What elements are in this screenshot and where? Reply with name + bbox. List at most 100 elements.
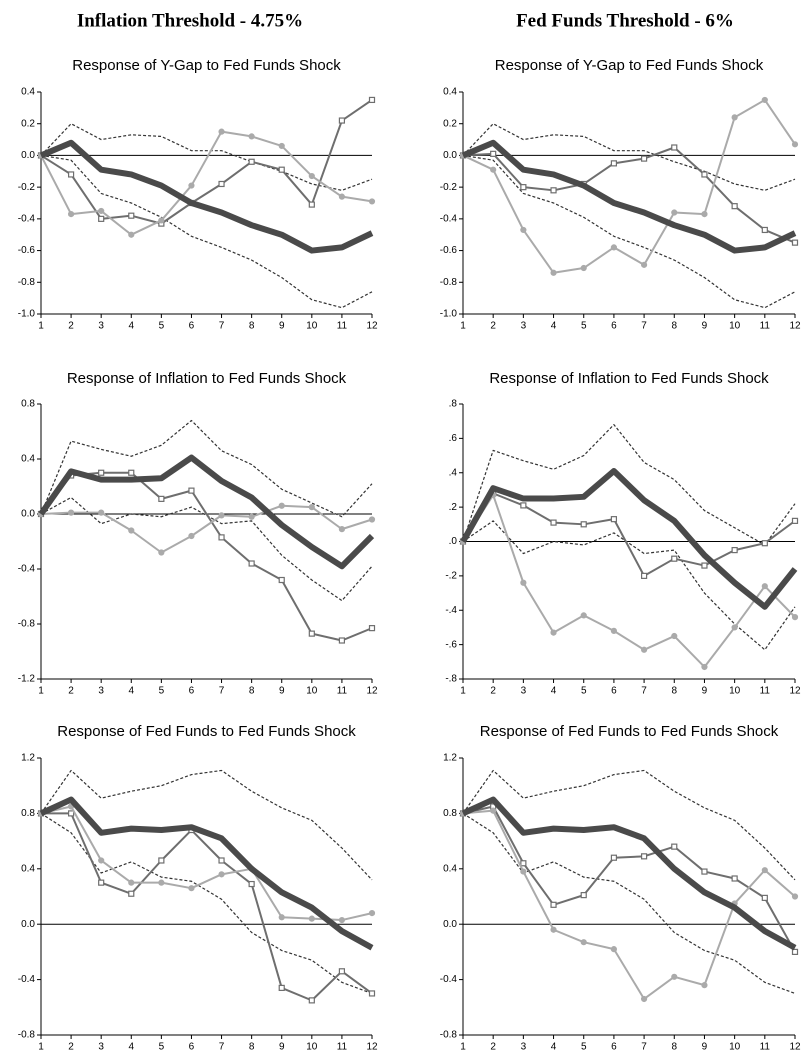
marker (368, 990, 376, 997)
x-tick-label: 8 (249, 686, 255, 697)
series-line (462, 98, 796, 274)
marker (248, 560, 255, 567)
x-tick-label: 2 (490, 686, 496, 697)
series-line (40, 130, 373, 236)
x-tick-label: 7 (641, 686, 647, 697)
marker (671, 209, 678, 216)
marker (128, 890, 135, 897)
y-tick-label: 1.2 (21, 753, 35, 764)
x-tick-label: 3 (98, 321, 104, 332)
marker (610, 854, 618, 861)
y-tick-label: -0.4 (18, 213, 36, 224)
y-tick-label: 0.4 (443, 863, 457, 874)
series-line (462, 520, 796, 651)
x-tick-label: 11 (337, 686, 348, 697)
marker (128, 231, 135, 238)
x-tick-label: 10 (306, 686, 318, 697)
marker (218, 857, 225, 864)
marker (580, 939, 587, 946)
marker (520, 579, 527, 586)
x-tick-label: 9 (279, 321, 285, 332)
marker (368, 625, 376, 632)
marker (158, 217, 165, 224)
marker (731, 624, 738, 631)
x-tick-label: 8 (671, 686, 677, 697)
marker (701, 982, 708, 989)
marker (188, 885, 195, 892)
x-tick-label: 1 (460, 1042, 466, 1053)
marker (368, 96, 376, 104)
y-tick-label: -0.8 (18, 1030, 36, 1041)
x-tick-label: 9 (702, 321, 708, 332)
marker (550, 187, 557, 194)
x-tick-label: 9 (279, 1042, 285, 1053)
y-tick-label: 0.0 (443, 150, 457, 161)
marker (701, 562, 708, 569)
marker (731, 546, 738, 554)
marker (550, 629, 557, 636)
marker (98, 215, 105, 222)
x-tick-label: 3 (98, 686, 104, 697)
marker (640, 853, 648, 860)
marker (520, 502, 527, 509)
chart-title: Response of Y-Gap to Fed Funds Shock (72, 57, 341, 74)
marker (218, 871, 225, 878)
marker (308, 997, 315, 1004)
chart-title: Response of Y-Gap to Fed Funds Shock (495, 57, 764, 74)
y-tick-label: 0.4 (21, 863, 35, 874)
marker (490, 807, 497, 814)
x-tick-label: 5 (159, 1042, 165, 1053)
marker (308, 201, 315, 208)
marker (278, 984, 285, 992)
marker (308, 172, 315, 180)
marker (158, 495, 165, 502)
x-tick-label: 1 (460, 321, 466, 332)
marker (188, 182, 195, 189)
marker (701, 663, 708, 671)
series-line (462, 769, 796, 881)
column-title: Inflation Threshold - 4.75% (77, 10, 303, 31)
marker (218, 180, 225, 188)
chart-title: Response of Fed Funds to Fed Funds Shock (480, 723, 779, 740)
y-tick-label: .2 (449, 502, 458, 513)
marker (278, 142, 285, 150)
x-tick-label: 8 (249, 321, 255, 332)
marker (761, 96, 768, 104)
y-tick-label: 0.0 (21, 150, 35, 161)
marker (338, 193, 346, 200)
marker (338, 637, 346, 644)
x-tick-label: 12 (789, 1042, 801, 1053)
y-tick-label: -0.4 (18, 974, 36, 985)
marker (731, 114, 738, 121)
y-tick-label: .4 (449, 467, 458, 478)
marker (671, 843, 678, 850)
x-tick-label: 7 (219, 686, 225, 697)
x-tick-label: 1 (38, 686, 44, 697)
marker (550, 901, 557, 908)
marker (550, 269, 557, 276)
marker (98, 879, 105, 886)
x-tick-label: 9 (702, 686, 708, 697)
y-tick-label: -.2 (445, 571, 457, 582)
y-tick-label: 0.8 (21, 399, 35, 410)
series-line (40, 419, 373, 518)
series-line (40, 769, 373, 881)
x-tick-label: 6 (611, 686, 617, 697)
marker (278, 914, 285, 921)
x-tick-label: 11 (760, 686, 771, 697)
series-line (462, 424, 796, 546)
y-tick-label: 0.8 (443, 808, 457, 819)
y-tick-label: -0.4 (440, 213, 458, 224)
x-tick-label: 10 (729, 686, 741, 697)
y-tick-label: -0.8 (440, 1030, 458, 1041)
x-tick-label: 2 (490, 321, 496, 332)
marker (791, 614, 799, 621)
x-tick-label: 6 (189, 686, 195, 697)
marker (671, 973, 678, 980)
marker (248, 880, 255, 888)
marker (128, 212, 135, 219)
x-tick-label: 10 (729, 321, 741, 332)
y-tick-label: -.8 (445, 674, 457, 685)
marker (188, 487, 195, 494)
marker (520, 868, 527, 875)
